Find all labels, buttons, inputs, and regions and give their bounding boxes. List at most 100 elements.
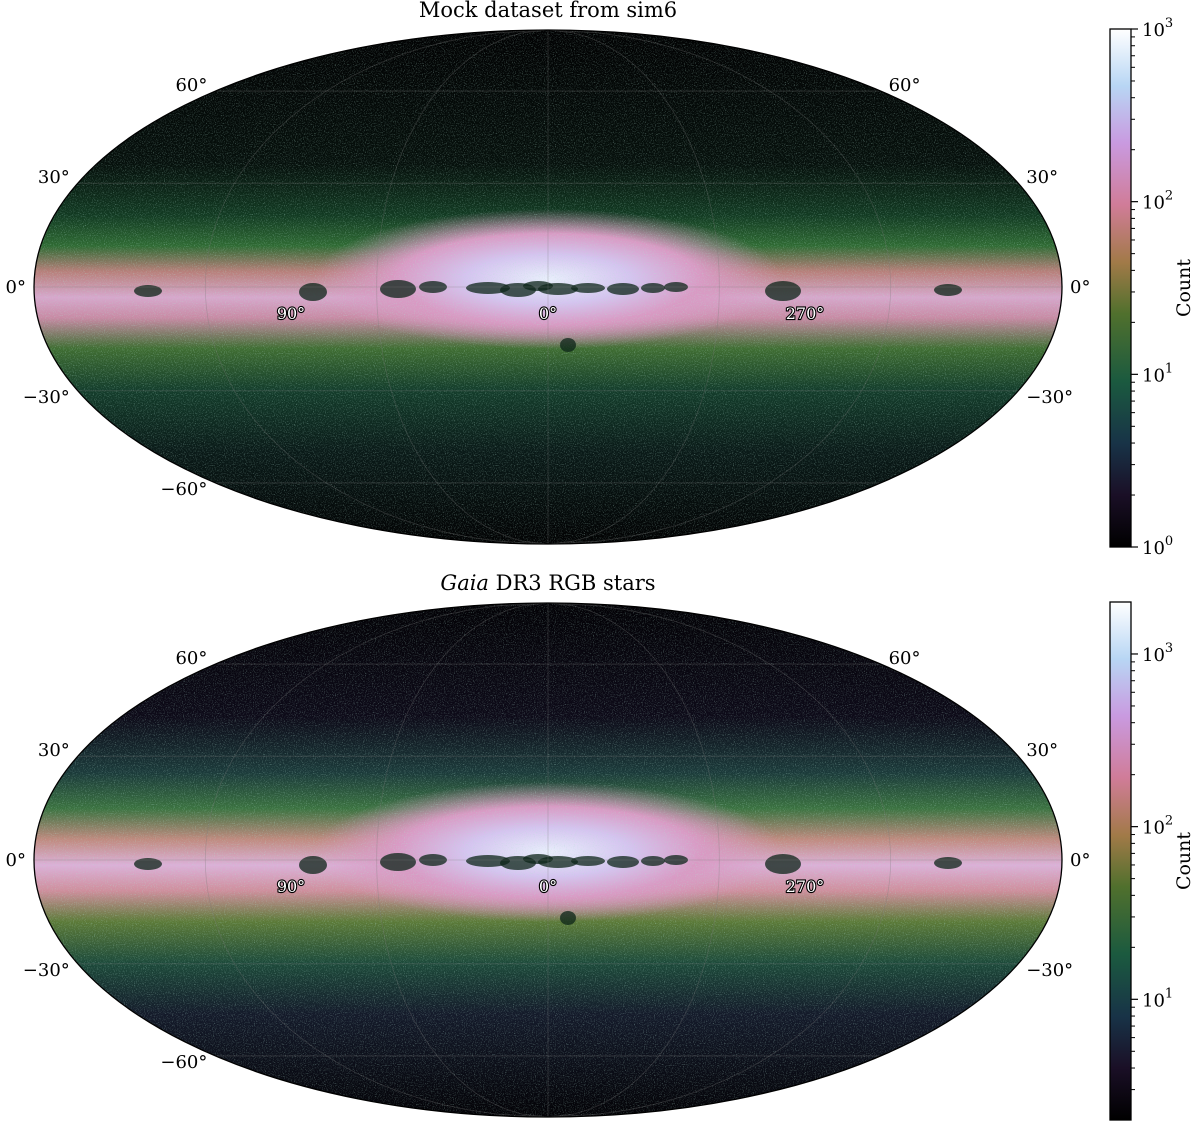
tick-exponent: 3 — [1165, 641, 1173, 656]
panel-mock-sim6: Mock dataset from sim6 60°30°0°−30°−60°6… — [6, 0, 1195, 559]
dust-lane — [765, 281, 801, 301]
panel-title: Mock dataset from sim6 — [419, 0, 677, 22]
dust-lane — [299, 283, 327, 301]
tick-base: 10 — [1142, 990, 1165, 1011]
lon-tick: 270° — [786, 304, 825, 323]
dust-lane — [134, 285, 162, 297]
colorbar-gradient — [1109, 601, 1132, 1121]
tick-exponent: 0 — [1165, 534, 1173, 549]
dust-lane — [538, 283, 578, 295]
colorbar-label: Count — [1173, 832, 1195, 890]
sky-map — [33, 29, 1063, 545]
dust-lane — [380, 853, 416, 871]
lat-tick-left: −30° — [23, 960, 70, 981]
lon-tick: 90° — [277, 877, 305, 896]
dust-lane — [466, 282, 510, 294]
dust-lane — [538, 856, 578, 868]
dust-lane — [641, 856, 665, 866]
lat-tick-left: 0° — [6, 850, 26, 871]
colorbar-tick-label: 101 — [1142, 986, 1173, 1011]
tick-exponent: 2 — [1165, 814, 1173, 829]
colorbar-tick-label: 100 — [1142, 534, 1173, 559]
tick-base: 10 — [1142, 193, 1165, 214]
panel-gaia-dr3: Gaia DR3 RGB stars 60°30°0°−30°−60°60°30… — [6, 571, 1195, 1121]
tick-base: 10 — [1142, 818, 1165, 839]
tick-exponent: 2 — [1165, 189, 1173, 204]
dust-lane — [419, 854, 447, 866]
colorbar-tick-label: 102 — [1142, 189, 1173, 214]
dust-lane — [571, 856, 605, 866]
lat-tick-right: 30° — [1026, 167, 1058, 188]
dust-lane — [664, 282, 688, 292]
lon-tick: 270° — [786, 877, 825, 896]
lat-tick-right: −30° — [1026, 387, 1073, 408]
dust-lane — [641, 283, 665, 293]
colorbar-gradient — [1109, 28, 1132, 548]
graticule — [34, 30, 1062, 544]
meridian — [547, 30, 892, 544]
dust-lane — [560, 911, 576, 925]
meridian — [547, 603, 892, 1117]
tick-base: 10 — [1142, 538, 1165, 559]
lat-tick-left: 0° — [6, 277, 26, 298]
meridian — [204, 603, 549, 1117]
dust-lane — [571, 283, 605, 293]
tick-base: 10 — [1142, 365, 1165, 386]
tick-base: 10 — [1142, 645, 1165, 666]
sky-map-image — [34, 30, 1062, 544]
lat-tick-right: 0° — [1070, 850, 1090, 871]
dust-lane — [299, 856, 327, 874]
map-outline — [33, 602, 1063, 1118]
dust-lane — [607, 856, 639, 868]
tick-base: 10 — [1142, 20, 1165, 41]
dust-lane — [664, 855, 688, 865]
longitude-tick-labels: 90° 0° 270° — [276, 303, 826, 324]
lat-tick-right: 60° — [889, 75, 921, 96]
meridian — [547, 603, 720, 1117]
dust-lane — [934, 857, 962, 869]
lat-tick-right: 0° — [1070, 277, 1090, 298]
lat-tick-right: 30° — [1026, 740, 1058, 761]
lat-tick-left: 30° — [38, 740, 70, 761]
colorbar-tick-label: 103 — [1142, 641, 1173, 666]
dust-lane — [765, 854, 801, 874]
lat-tick-right: 60° — [889, 648, 921, 669]
lat-tick-left: −60° — [160, 479, 207, 500]
lat-tick-left: −30° — [23, 387, 70, 408]
dust-lane — [419, 281, 447, 293]
map-outline — [33, 29, 1063, 545]
tick-exponent: 1 — [1165, 986, 1173, 1001]
longitude-tick-labels: 90° 0° 270° — [276, 876, 826, 897]
meridian — [547, 30, 720, 544]
meridian — [204, 30, 549, 544]
lat-tick-left: −60° — [160, 1052, 207, 1073]
dust-lane — [134, 858, 162, 870]
colorbar-tick-label: 101 — [1142, 361, 1173, 386]
lon-tick: 0° — [539, 877, 557, 896]
colorbar-tick-label: 102 — [1142, 814, 1173, 839]
meridian — [376, 603, 549, 1117]
lat-tick-left: 60° — [175, 648, 207, 669]
meridian — [376, 30, 549, 544]
lat-tick-right: −30° — [1026, 960, 1073, 981]
lat-tick-left: 30° — [38, 167, 70, 188]
dust-lane — [607, 283, 639, 295]
dust-lane — [380, 280, 416, 298]
colorbar-label: Count — [1173, 259, 1195, 317]
dust-lane — [466, 855, 510, 867]
sky-map — [33, 602, 1063, 1118]
graticule — [34, 603, 1062, 1117]
sky-map-image — [34, 603, 1062, 1117]
dust-lane — [934, 284, 962, 296]
colorbar-tick-label: 103 — [1142, 16, 1173, 41]
tick-exponent: 3 — [1165, 16, 1173, 31]
tick-exponent: 1 — [1165, 361, 1173, 376]
latitude-tick-labels: 60° 30° 0° −30° −60° 60° 30° 0° −30° — [6, 75, 1091, 500]
lon-tick: 90° — [277, 304, 305, 323]
panel-title: Gaia DR3 RGB stars — [440, 571, 655, 595]
dust-lane — [560, 338, 576, 352]
lon-tick: 0° — [539, 304, 557, 323]
